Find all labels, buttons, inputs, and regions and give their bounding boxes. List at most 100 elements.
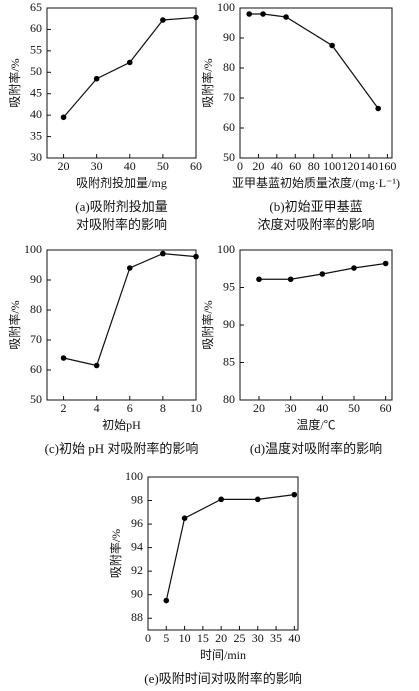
data-point [218,496,224,503]
data-point [163,597,170,604]
x-tick-label: 80 [308,159,320,173]
y-axis-label: 吸附率/% [7,58,22,107]
y-tick-label: 30 [30,150,42,164]
y-tick-label: 92 [131,563,143,577]
x-tick-label: 0 [237,159,243,173]
x-tick-label: 10 [190,401,202,415]
caption: (b)初始亚甲基蓝 [269,199,362,214]
y-tick-label: 70 [30,332,42,346]
y-tick-label: 90 [131,586,143,600]
data-point [126,59,133,66]
plot-frame [46,249,197,401]
x-tick-label: 30 [91,159,103,173]
plot-frame [147,476,299,631]
x-tick-label: 15 [197,631,209,645]
y-tick-label: 95 [223,279,235,293]
y-axis-label: 吸附率/% [200,58,215,107]
x-tick-label: 35 [270,631,282,645]
y-tick-label: 100 [24,242,42,256]
caption: 对吸附率的影响 [76,217,167,232]
data-point [382,260,389,267]
x-tick-label: 120 [342,159,360,173]
y-axis-label: 吸附率/% [7,300,22,349]
y-tick-label: 85 [223,354,235,368]
data-point [283,14,289,20]
y-tick-label: 50 [30,392,42,406]
x-tick-label: 60 [190,159,202,173]
x-tick-label: 20 [58,159,70,173]
y-tick-label: 94 [131,539,143,553]
x-tick-label: 40 [288,631,300,645]
y-tick-label: 90 [223,317,235,331]
data-point [254,496,261,503]
data-point [256,276,262,283]
data-point [60,355,67,361]
data-point [287,276,294,283]
x-tick-label: 40 [271,159,283,173]
x-axis-label: 初始pH [102,418,141,432]
y-tick-label: 70 [223,90,235,104]
y-tick-label: 40 [30,107,42,121]
plot-frame [46,7,197,159]
y-tick-label: 80 [30,302,42,316]
y-tick-label: 100 [125,469,143,483]
data-point [160,250,166,257]
y-tick-label: 80 [223,60,235,74]
x-tick-label: 50 [157,159,169,173]
x-tick-label: 10 [179,631,191,645]
x-tick-label: 40 [124,159,136,173]
x-tick-label: 40 [316,401,328,415]
x-tick-label: 20 [253,401,265,415]
x-tick-label: 8 [160,401,166,415]
x-axis-label: 时间/min [200,648,246,662]
data-point [319,271,326,277]
x-tick-label: 6 [127,401,133,415]
data-point [60,114,67,121]
y-tick-label: 50 [30,64,42,78]
caption: (c)初始 pH 对吸附率的影响 [45,441,199,456]
y-tick-label: 50 [223,150,235,164]
caption: 浓度对吸附率的影响 [257,217,374,232]
x-axis-label: 亚甲基蓝初始质量浓度/(mg·L⁻¹) [232,175,400,190]
x-tick-label: 30 [252,631,264,645]
y-tick-label: 96 [131,516,143,530]
data-point [291,491,298,498]
x-tick-label: 140 [360,159,378,173]
data-point [329,42,335,49]
data-point [181,515,188,521]
y-tick-label: 60 [223,120,235,134]
x-tick-label: 160 [378,159,396,173]
data-line [249,13,379,109]
y-tick-label: 60 [30,21,42,35]
caption: (e)吸附时间对吸附率的影响 [144,671,301,686]
caption: (d)温度对吸附率的影响 [250,441,382,456]
x-tick-label: 20 [215,631,227,645]
data-point [126,265,133,271]
x-tick-label: 5 [163,631,169,645]
x-tick-label: 2 [61,401,67,415]
x-axis-label: 温度/℃ [296,417,335,432]
plot-frame [239,7,393,159]
y-axis-label: 吸附率/% [200,300,215,349]
x-tick-label: 100 [323,159,341,173]
data-point [351,265,357,271]
y-tick-label: 100 [217,0,235,14]
y-tick-label: 98 [131,492,143,506]
y-tick-label: 80 [223,392,235,406]
x-tick-label: 4 [94,401,100,415]
x-tick-label: 25 [233,631,245,645]
x-axis-label: 吸附剂投加量/mg [76,175,167,190]
data-point [375,105,381,112]
data-point [193,14,199,21]
x-tick-label: 50 [348,401,360,415]
data-point [246,11,253,17]
y-tick-label: 90 [30,272,42,286]
data-point [160,17,166,23]
caption: (a)吸附剂投加量 [75,199,167,214]
x-tick-label: 60 [289,159,301,173]
y-tick-label: 45 [30,85,42,99]
y-tick-label: 88 [131,610,143,624]
x-tick-label: 60 [380,401,392,415]
data-line [165,494,295,601]
